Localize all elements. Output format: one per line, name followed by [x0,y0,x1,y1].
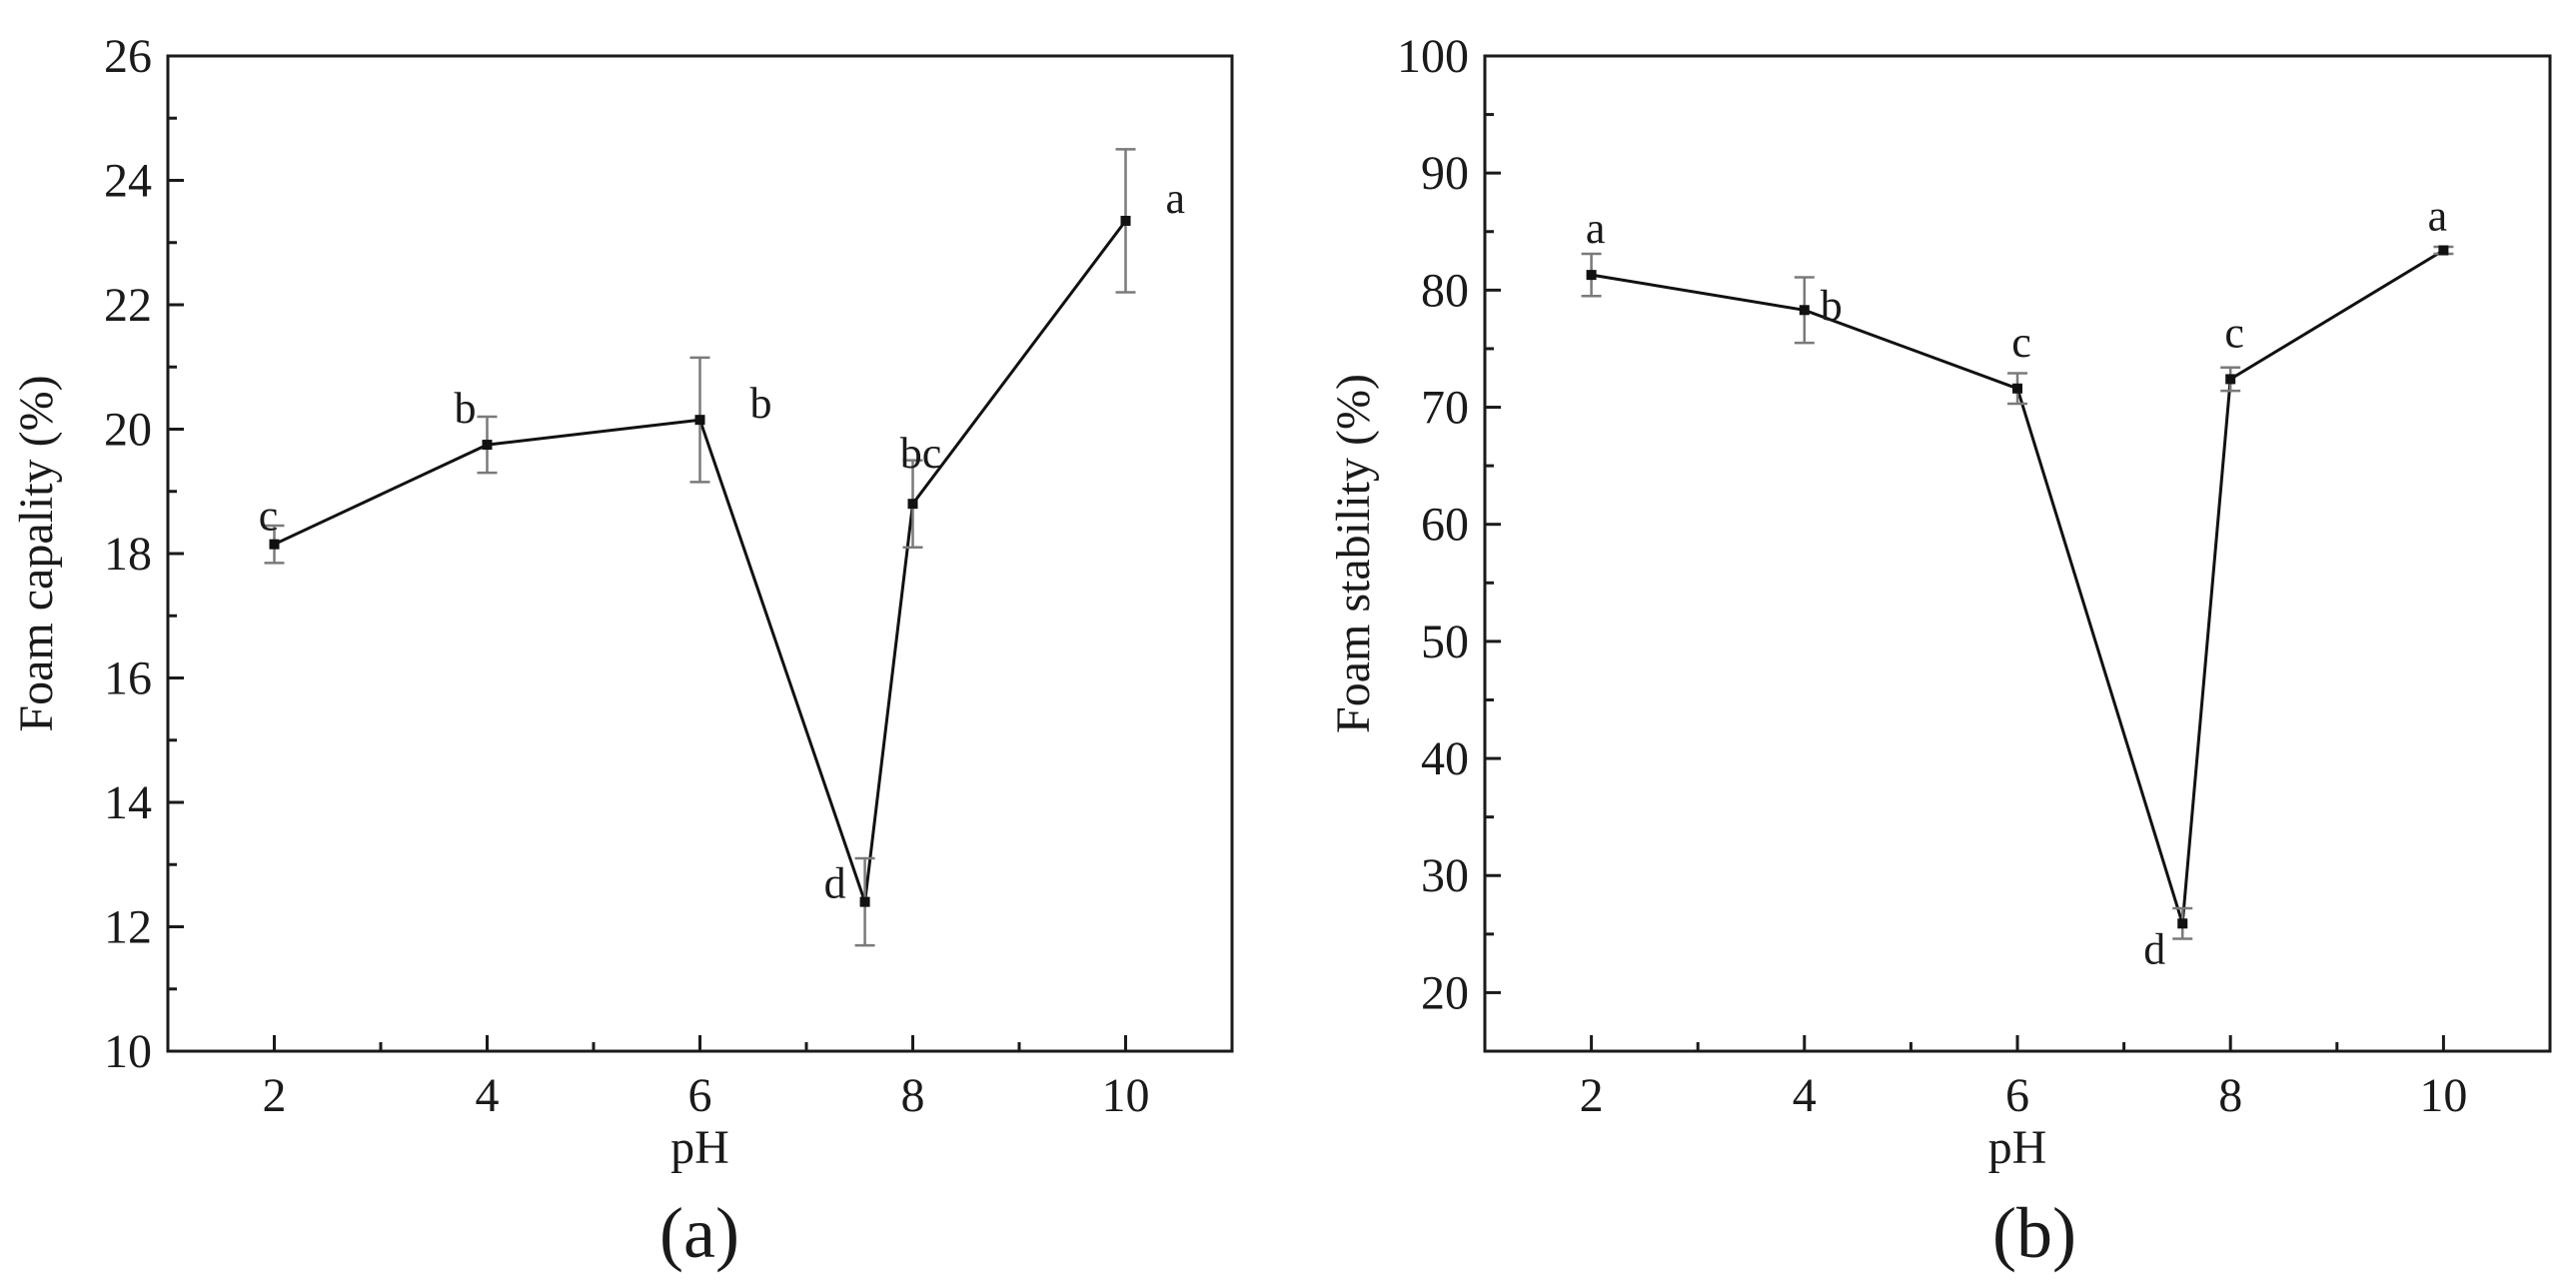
data-point-b [1586,270,1597,281]
x-tick-label-a: 10 [1102,1069,1150,1122]
y-axis-label-b: Foam stability (%) [1327,374,1380,733]
panel-label-b: (b) [1992,1193,2076,1273]
data-point-a [269,539,280,550]
data-point-a [482,440,493,451]
y-tick-label-a: 10 [104,1025,152,1078]
x-tick-label-b: 8 [2218,1069,2242,1122]
x-tick-label-a: 6 [688,1069,712,1122]
data-point-b [2438,245,2449,256]
x-tick-label-b: 6 [2005,1069,2029,1122]
y-tick-label-b: 50 [1421,616,1469,668]
significance-label-b: c [2011,318,2031,367]
y-axis-label-a: Foam capality (%) [10,375,63,731]
panel-b-chart: 2 4 6 8 10 20 30 40 50 60 70 80 90 100 pH Foam stabilit… [1327,30,2552,1273]
plot-frame-b [1483,54,2552,1053]
significance-label-a: b [455,384,477,433]
data-point-a [859,896,870,907]
y-tick-label-b: 100 [1397,30,1469,83]
x-tick-label-a: 4 [476,1069,500,1122]
y-tick-label-b: 90 [1421,147,1469,200]
series-line-b [1591,249,2445,924]
significance-label-a: b [750,379,772,428]
x-tick-label-b: 2 [1580,1069,1604,1122]
data-point-b [2177,918,2188,929]
significance-label-b: c [2224,308,2244,357]
significance-label-b: a [2428,192,2448,241]
x-tick-label-b: 10 [2419,1069,2467,1122]
significance-label-b: d [2143,924,2165,973]
x-axis-label-a: pH [670,1121,729,1174]
series-line-a [273,220,1127,903]
x-tick-label-b: 4 [1793,1069,1817,1122]
x-tick-label-a: 2 [263,1069,287,1122]
y-tick-label-b: 80 [1421,264,1469,317]
significance-label-b: a [1586,204,1606,253]
data-point-a [907,499,918,510]
significance-label-b: b [1821,281,1843,330]
y-tick-label-b: 40 [1421,732,1469,785]
x-axis-label-b: pH [1988,1121,2047,1174]
y-tick-label-a: 26 [104,30,152,83]
y-tick-label-a: 12 [104,901,152,954]
y-tick-label-a: 22 [104,279,152,332]
data-point-a [1120,215,1131,226]
plot-frame-a [166,54,1234,1053]
data-point-a [694,415,705,426]
y-tick-label-b: 20 [1421,966,1469,1019]
y-tick-label-a: 18 [104,528,152,581]
significance-label-a: bc [900,429,942,478]
data-point-b [2225,374,2236,385]
x-tick-label-a: 8 [901,1069,925,1122]
significance-label-a: a [1166,174,1186,223]
y-tick-label-a: 24 [104,155,152,208]
y-tick-label-a: 16 [104,652,152,705]
data-point-b [2012,383,2022,394]
panel-label-a: (a) [659,1193,739,1273]
significance-label-a: d [824,859,846,908]
significance-label-a: c [259,492,279,541]
data-point-b [1799,305,1810,316]
y-tick-label-b: 60 [1421,499,1469,552]
y-tick-label-a: 14 [104,776,152,829]
y-tick-label-b: 30 [1421,849,1469,902]
y-tick-label-a: 20 [104,404,152,457]
y-tick-label-b: 70 [1421,382,1469,435]
